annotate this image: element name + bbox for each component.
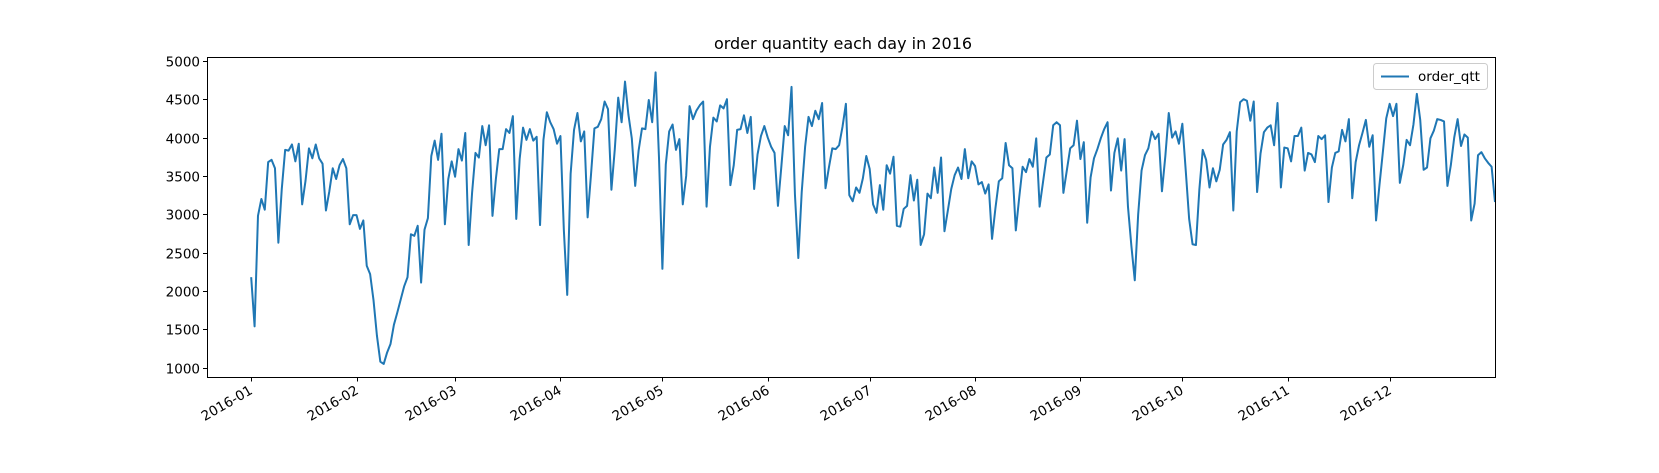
y-tick-label-5000: 5000	[166, 55, 200, 71]
legend: order_qtt	[1373, 63, 1488, 90]
series-layer	[250, 71, 1496, 365]
chart-title: order quantity each day in 2016	[714, 34, 972, 53]
y-tick-label-1500: 1500	[166, 323, 200, 339]
y-tick-label-2000: 2000	[166, 285, 200, 301]
y-tick-label-1000: 1000	[166, 362, 200, 378]
y-tick-label-3500: 3500	[166, 170, 200, 186]
y-tick-label-3000: 3000	[166, 208, 200, 224]
y-tick-label-2500: 2500	[166, 247, 200, 263]
y-tick-label-4000: 4000	[166, 132, 200, 148]
legend-box	[1373, 63, 1488, 90]
y-tick-label-4500: 4500	[166, 93, 200, 109]
series-line-order-qtt	[250, 71, 1496, 365]
plot-area-frame	[207, 57, 1496, 378]
y-axis: 1000 1500 2000 2500 3000 3500 4000 4500 5000	[166, 55, 208, 378]
legend-label-order-qtt: order_qtt	[1418, 69, 1480, 85]
